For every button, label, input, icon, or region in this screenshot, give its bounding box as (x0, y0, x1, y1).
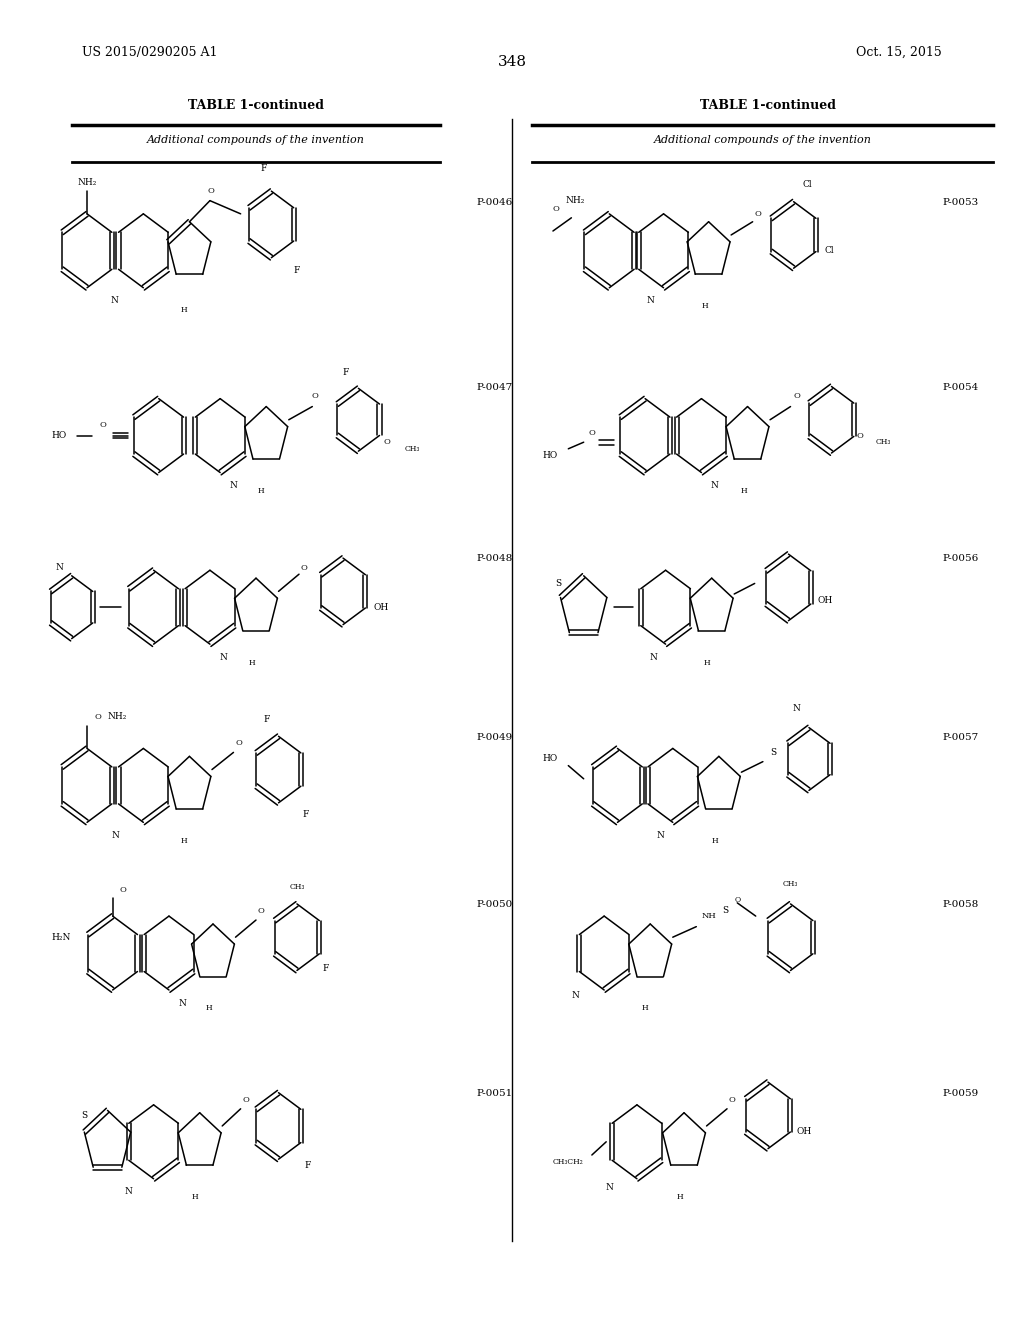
Text: N: N (111, 297, 119, 305)
Text: F: F (323, 965, 329, 973)
Text: H: H (258, 487, 264, 495)
Text: F: F (263, 715, 269, 723)
Text: O: O (553, 205, 560, 213)
Text: O: O (589, 429, 595, 437)
Text: O: O (794, 392, 800, 400)
Text: F: F (304, 1162, 310, 1170)
Text: P-0046: P-0046 (476, 198, 512, 207)
Text: F: F (343, 368, 349, 376)
Text: OH: OH (797, 1127, 812, 1135)
Text: HO: HO (51, 432, 67, 440)
Text: NH: NH (701, 912, 716, 920)
Text: O: O (734, 896, 740, 904)
Text: N: N (793, 705, 801, 713)
Text: TABLE 1-continued: TABLE 1-continued (188, 99, 324, 112)
Text: P-0047: P-0047 (476, 383, 512, 392)
Text: O: O (755, 210, 761, 218)
Text: HO: HO (543, 755, 558, 763)
Text: NH₂: NH₂ (108, 713, 127, 721)
Text: S: S (770, 748, 776, 756)
Text: CH₃: CH₃ (876, 438, 891, 446)
Text: OH: OH (817, 597, 833, 605)
Text: O: O (301, 564, 307, 572)
Text: H: H (740, 487, 746, 495)
Text: F: F (260, 165, 266, 173)
Text: Additional compounds of the invention: Additional compounds of the invention (654, 135, 871, 145)
Text: P-0049: P-0049 (476, 733, 512, 742)
Text: N: N (646, 297, 654, 305)
Text: O: O (384, 438, 390, 446)
Text: P-0048: P-0048 (476, 554, 512, 564)
Text: P-0051: P-0051 (476, 1089, 512, 1098)
Text: N: N (656, 832, 665, 840)
Text: H: H (181, 837, 187, 845)
Text: N: N (124, 1188, 132, 1196)
Text: H: H (701, 302, 708, 310)
Text: H: H (703, 659, 710, 667)
Text: NH₂: NH₂ (565, 197, 585, 205)
Text: P-0053: P-0053 (942, 198, 978, 207)
Text: N: N (112, 832, 120, 840)
Text: P-0056: P-0056 (942, 554, 978, 564)
Text: O: O (99, 421, 106, 429)
Text: H₂N: H₂N (51, 933, 71, 941)
Text: N: N (229, 482, 238, 490)
Text: CH₃: CH₃ (404, 445, 420, 453)
Text: O: O (94, 713, 101, 721)
Text: OH: OH (374, 603, 389, 611)
Text: N: N (219, 653, 227, 661)
Text: P-0059: P-0059 (942, 1089, 978, 1098)
Text: Additional compounds of the invention: Additional compounds of the invention (147, 135, 365, 145)
Text: N: N (711, 482, 719, 490)
Text: N: N (605, 1184, 613, 1192)
Text: US 2015/0290205 A1: US 2015/0290205 A1 (82, 46, 217, 59)
Text: P-0058: P-0058 (942, 900, 978, 909)
Text: O: O (258, 907, 264, 915)
Text: O: O (729, 1096, 735, 1104)
Text: H: H (677, 1193, 683, 1201)
Text: N: N (55, 564, 63, 572)
Text: CH₃: CH₃ (289, 883, 305, 891)
Text: O: O (120, 886, 127, 894)
Text: TABLE 1-continued: TABLE 1-continued (700, 99, 836, 112)
Text: H: H (181, 306, 187, 314)
Text: H: H (191, 1193, 198, 1201)
Text: CH₃: CH₃ (782, 880, 799, 888)
Text: Cl: Cl (802, 181, 812, 189)
Text: H: H (642, 1005, 648, 1012)
Text: O: O (208, 187, 215, 195)
Text: S: S (81, 1111, 87, 1119)
Text: H: H (712, 837, 718, 845)
Text: CH₃CH₂: CH₃CH₂ (553, 1158, 584, 1166)
Text: NH₂: NH₂ (78, 178, 96, 186)
Text: O: O (312, 392, 318, 400)
Text: O: O (236, 739, 242, 747)
Text: N: N (649, 653, 657, 661)
Text: P-0057: P-0057 (942, 733, 978, 742)
Text: Oct. 15, 2015: Oct. 15, 2015 (856, 46, 942, 59)
Text: F: F (294, 267, 300, 275)
Text: Cl: Cl (824, 247, 834, 255)
Text: O: O (857, 432, 863, 440)
Text: N: N (178, 999, 186, 1007)
Text: S: S (555, 579, 561, 587)
Text: 348: 348 (498, 55, 526, 70)
Text: HO: HO (543, 451, 558, 459)
Text: O: O (243, 1096, 249, 1104)
Text: N: N (571, 991, 580, 999)
Text: S: S (722, 907, 728, 915)
Text: P-0054: P-0054 (942, 383, 978, 392)
Text: H: H (206, 1005, 212, 1012)
Text: P-0050: P-0050 (476, 900, 512, 909)
Text: F: F (302, 810, 308, 818)
Text: H: H (249, 659, 255, 667)
